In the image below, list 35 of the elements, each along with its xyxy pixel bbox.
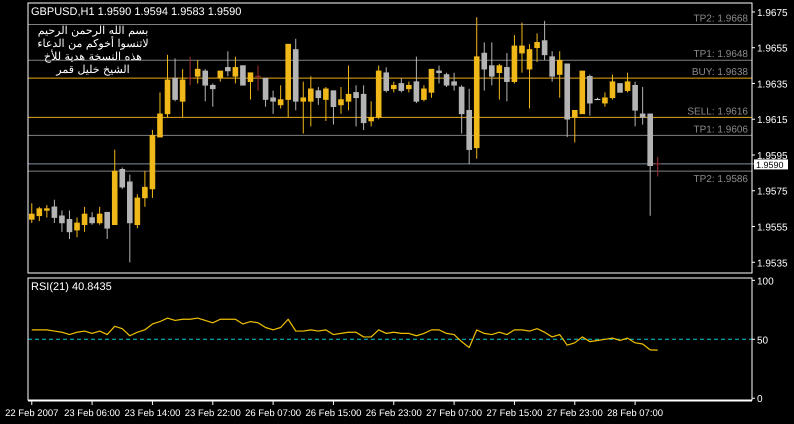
y-tick-label: 1.9575 [757, 186, 788, 198]
y-tick-label: 1.9655 [757, 44, 788, 55]
chart-title: GBPUSD,H1 1.9590 1.9594 1.9583 1.9590 [31, 6, 242, 18]
annotation: هذه النسخة هدية للأخ [44, 49, 142, 63]
annotation: لاتنسوا أخوكم من الدعاء [37, 36, 149, 50]
ref-line-label: TP1: 1.9648 [694, 49, 748, 60]
annotation: الشيخ خليل قمر [55, 63, 130, 76]
x-tick-label: 23 Feb 06:00 [64, 408, 120, 419]
x-tick-label: 28 Feb 07:00 [607, 408, 664, 419]
x-tick-label: 23 Feb 14:00 [124, 408, 180, 419]
x-tick-label: 26 Feb 23:00 [366, 408, 422, 419]
y-tick-label: 100 [757, 276, 774, 288]
chart-title: RSI(21) 40.8435 [31, 281, 112, 293]
y-tick-label: 50 [757, 335, 769, 346]
x-tick-label: 27 Feb 07:00 [426, 408, 482, 419]
ref-line-label: TP1: 1.9606 [694, 124, 748, 136]
ref-line-label: 1.9590 [756, 160, 784, 170]
x-tick-label: 26 Feb 07:00 [245, 408, 302, 419]
y-tick-label: 1.9615 [757, 115, 788, 126]
annotation: بسم الله الرحمن الرحيم [38, 24, 148, 37]
ref-line-label: TP2: 1.9668 [694, 13, 748, 24]
ref-line-label: BUY: 1.9638 [692, 67, 748, 78]
x-tick-label: 22 Feb 2007 [5, 408, 58, 419]
ref-line-label: SELL: 1.9616 [687, 106, 748, 118]
x-tick-label: 23 Feb 22:00 [184, 408, 241, 419]
x-tick-label: 27 Feb 23:00 [546, 408, 603, 419]
y-tick-label: 0 [757, 394, 763, 406]
y-tick-label: 1.9675 [757, 8, 788, 19]
x-tick-label: 26 Feb 15:00 [305, 408, 362, 419]
y-tick-label: 1.9635 [757, 79, 788, 90]
x-tick-label: 27 Feb 15:00 [486, 408, 542, 419]
y-tick-label: 1.9555 [757, 222, 788, 234]
y-tick-label: 1.9535 [757, 258, 788, 270]
y-tick-label: 1.9595 [757, 150, 788, 162]
ref-line-label: TP2: 1.9586 [694, 174, 748, 186]
